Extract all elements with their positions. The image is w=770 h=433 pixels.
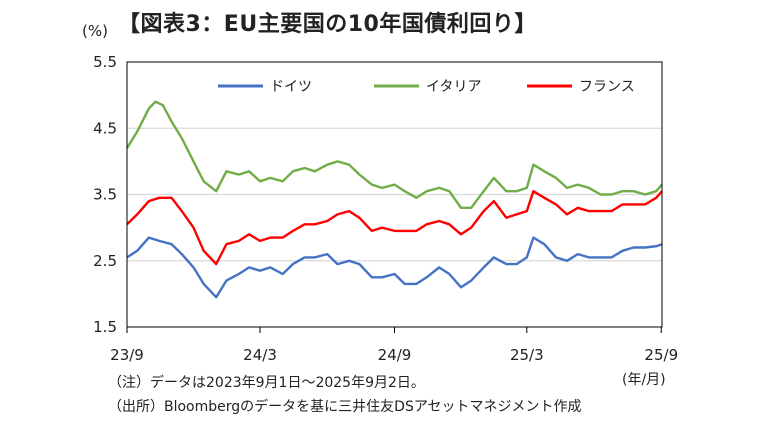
series-line-1 bbox=[125, 100, 663, 209]
series-line-2 bbox=[126, 190, 663, 266]
y-tick-label: 2.5 bbox=[93, 252, 117, 270]
series-lines bbox=[125, 100, 663, 299]
legend: ドイツ イタリア フランス bbox=[218, 79, 635, 95]
y-axis-unit-label: (%) bbox=[82, 22, 108, 40]
x-axis-unit-label: (年/月) bbox=[622, 372, 666, 388]
x-tick-label: 24/9 bbox=[378, 346, 412, 364]
x-tick-label: 25/9 bbox=[644, 346, 678, 364]
data-note: （注）データは2023年9月1日～2025年9月2日。 bbox=[108, 375, 425, 391]
x-tick-label: 23/9 bbox=[110, 346, 144, 364]
legend-label: イタリア bbox=[426, 79, 481, 95]
gridlines bbox=[127, 127, 662, 262]
source-note: （出所）Bloombergのデータを基に三井住友DSアセットマネジメント作成 bbox=[108, 399, 582, 415]
legend-label: フランス bbox=[579, 79, 635, 95]
axes bbox=[126, 61, 663, 333]
chart-title: 【図表3：EU主要国の10年国債利回り】 bbox=[118, 12, 537, 37]
y-tick-label: 5.5 bbox=[93, 53, 117, 71]
legend-label: ドイツ bbox=[270, 79, 312, 95]
series-line-0 bbox=[126, 236, 663, 299]
tick-labels: 1.5 2.5 3.5 4.5 5.5 23/9 24/3 24/9 25/3 25/9 bbox=[93, 53, 678, 364]
x-tick-label: 25/3 bbox=[510, 346, 544, 364]
y-tick-label: 3.5 bbox=[93, 186, 117, 204]
x-tick-label: 24/3 bbox=[243, 346, 277, 364]
y-tick-label: 1.5 bbox=[93, 318, 117, 336]
y-tick-label: 4.5 bbox=[93, 119, 117, 137]
